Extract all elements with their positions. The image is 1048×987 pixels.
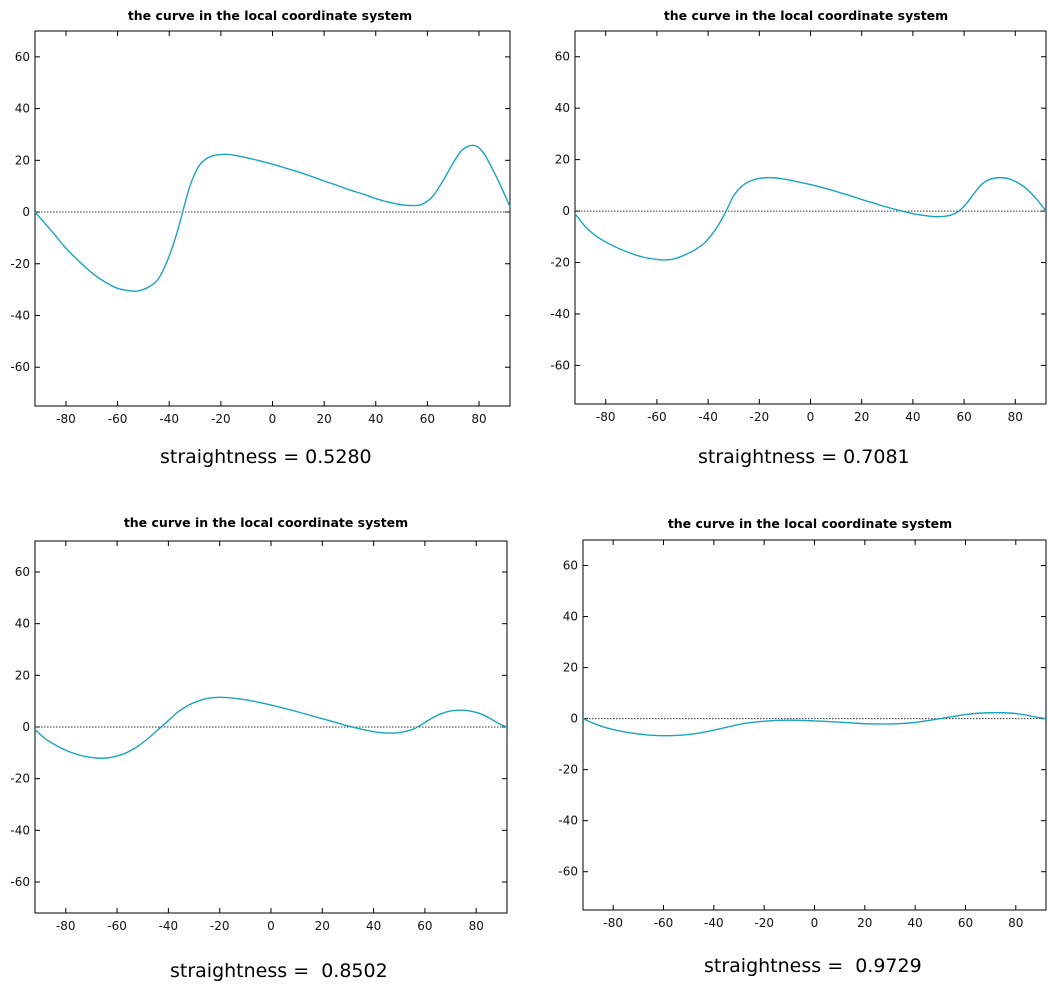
x-tick-label: -40 — [698, 410, 718, 424]
y-tick-label: -20 — [550, 256, 570, 270]
x-tick-label: 0 — [267, 919, 275, 933]
chart-title: the curve in the local coordinate system — [663, 8, 949, 23]
plot-frame — [582, 539, 1047, 911]
chart-title: the curve in the local coordinate system — [667, 516, 953, 531]
x-tick-label: 60 — [958, 916, 973, 930]
y-tick-label: -40 — [550, 307, 570, 321]
x-tick-label: -20 — [211, 412, 231, 426]
y-tick-label: 0 — [562, 204, 570, 218]
x-tick-label: 40 — [905, 410, 920, 424]
x-tick-label: 40 — [908, 916, 923, 930]
y-tick-label: -60 — [558, 865, 578, 879]
y-tick-label: -60 — [10, 875, 30, 889]
x-tick-label: 80 — [471, 412, 486, 426]
chart-title: the curve in the local coordinate system — [127, 8, 413, 23]
x-tick-label: -60 — [647, 410, 667, 424]
x-tick-label: 0 — [269, 412, 277, 426]
x-tick-label: 20 — [315, 919, 330, 933]
x-tick-label: 60 — [417, 919, 432, 933]
curve-line — [34, 144, 511, 293]
straightness-caption: straightness = 0.9729 — [704, 955, 922, 977]
y-tick-label: 40 — [15, 617, 30, 631]
x-tick-label: -60 — [654, 916, 674, 930]
y-tick-label: -40 — [10, 823, 30, 837]
x-tick-label: -80 — [603, 916, 623, 930]
y-tick-label: 40 — [563, 610, 578, 624]
x-tick-label: -40 — [159, 412, 179, 426]
y-tick-label: 0 — [570, 712, 578, 726]
straightness-caption: straightness = 0.8502 — [170, 960, 388, 982]
y-tick-label: -60 — [10, 360, 30, 374]
y-tick-label: 60 — [15, 565, 30, 579]
straightness-caption: straightness = 0.5280 — [160, 446, 372, 468]
y-tick-label: -40 — [10, 308, 30, 322]
x-tick-label: -80 — [56, 412, 76, 426]
y-tick-label: -20 — [558, 763, 578, 777]
x-tick-label: -40 — [704, 916, 724, 930]
x-tick-label: -80 — [596, 410, 616, 424]
x-tick-label: -20 — [749, 410, 769, 424]
y-tick-label: 20 — [563, 661, 578, 675]
x-tick-label: 60 — [956, 410, 971, 424]
chart-title: the curve in the local coordinate system — [123, 515, 409, 530]
x-tick-label: 40 — [366, 919, 381, 933]
curve-line — [34, 696, 508, 759]
straightness-caption: straightness = 0.7081 — [698, 446, 910, 468]
y-tick-label: -40 — [558, 814, 578, 828]
y-tick-label: 20 — [15, 668, 30, 682]
x-tick-label: 0 — [807, 410, 815, 424]
x-tick-label: 0 — [811, 916, 819, 930]
x-tick-label: 20 — [854, 410, 869, 424]
y-tick-label: -20 — [10, 772, 30, 786]
x-tick-label: 80 — [1008, 410, 1023, 424]
y-tick-label: 20 — [555, 153, 570, 167]
y-tick-label: 60 — [563, 559, 578, 573]
y-tick-label: 40 — [555, 101, 570, 115]
curve-line — [574, 176, 1047, 261]
x-tick-label: 60 — [420, 412, 435, 426]
x-tick-label: -20 — [210, 919, 230, 933]
x-tick-label: 20 — [316, 412, 331, 426]
y-tick-label: -60 — [550, 358, 570, 372]
y-tick-label: 60 — [555, 50, 570, 64]
x-tick-label: 20 — [857, 916, 872, 930]
y-tick-label: 60 — [15, 50, 30, 64]
x-tick-label: 80 — [1008, 916, 1023, 930]
y-tick-label: 0 — [22, 205, 30, 219]
y-tick-label: 20 — [15, 153, 30, 167]
y-tick-label: 40 — [15, 102, 30, 116]
y-tick-label: 0 — [22, 720, 30, 734]
x-tick-label: -80 — [56, 919, 76, 933]
x-tick-label: -60 — [107, 919, 127, 933]
curve-line — [582, 711, 1047, 737]
x-tick-label: 80 — [469, 919, 484, 933]
x-tick-label: -40 — [159, 919, 179, 933]
x-tick-label: -60 — [108, 412, 128, 426]
x-tick-label: -20 — [754, 916, 774, 930]
y-tick-label: -20 — [10, 257, 30, 271]
x-tick-label: 40 — [368, 412, 383, 426]
